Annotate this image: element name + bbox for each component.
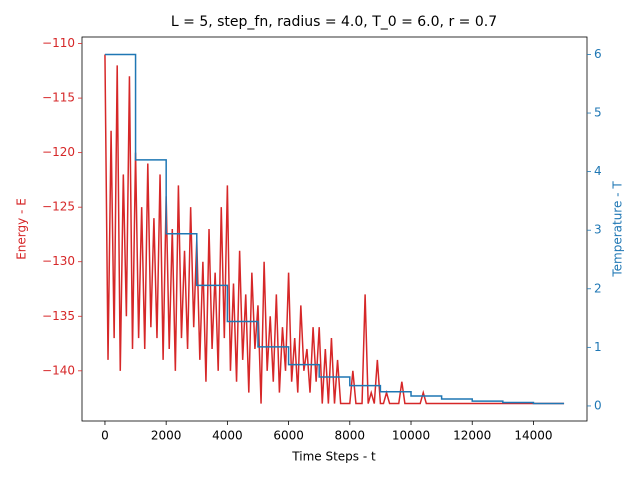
y-tick-label: −130 [42, 254, 75, 268]
y-tick-label: −115 [42, 91, 75, 105]
series-line [104, 53, 565, 405]
y2-axis-label: Temperature - T [611, 181, 625, 278]
x-tick-label: 14000 [514, 429, 552, 443]
y-tick-label: −125 [42, 200, 75, 214]
y-axis-label: Energy - E [15, 198, 29, 260]
y2-tick-label: 4 [594, 164, 602, 178]
y2-tick-label: 1 [594, 340, 602, 354]
plot-frame [81, 36, 588, 422]
x-tick-label: 10000 [392, 429, 430, 443]
x-tick-label: 8000 [335, 429, 366, 443]
x-tick-label: 12000 [453, 429, 491, 443]
x-tick-label: 6000 [273, 429, 304, 443]
x-tick-label: 0 [101, 429, 109, 443]
y2-tick-label: 3 [594, 223, 602, 237]
y-tick-label: −120 [42, 145, 75, 159]
x-tick-label: 4000 [212, 429, 243, 443]
y2-tick-label: 2 [594, 281, 602, 295]
y-tick-label: −135 [42, 309, 75, 323]
y2-tick-label: 6 [594, 47, 602, 61]
y-tick-label: −110 [42, 36, 75, 50]
y2-tick-label: 0 [594, 398, 602, 412]
y-tick-label: −140 [42, 363, 75, 377]
x-tick-label: 2000 [151, 429, 182, 443]
series-line [104, 54, 565, 405]
y2-tick-label: 5 [594, 106, 602, 120]
x-axis-label: Time Steps - t [291, 450, 376, 464]
chart-title: L = 5, step_fn, radius = 4.0, T_0 = 6.0,… [171, 14, 497, 30]
